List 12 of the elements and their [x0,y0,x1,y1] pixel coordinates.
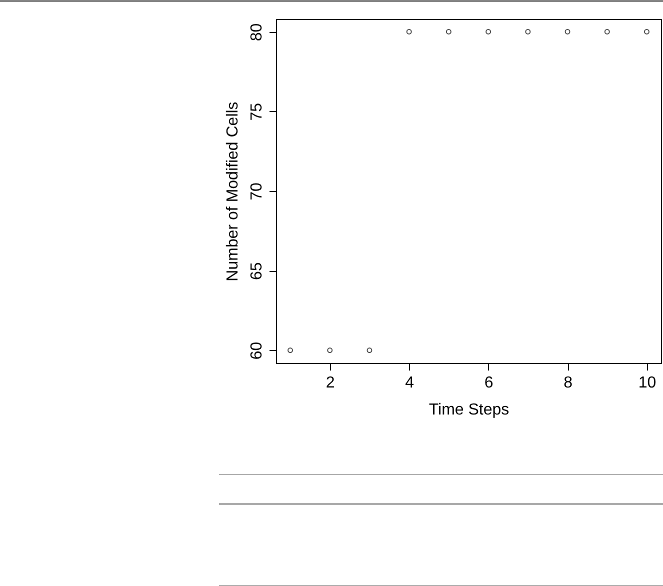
x-tick-label: 2 [326,374,335,392]
y-tick-label: 75 [248,102,266,121]
y-tick-label: 65 [248,262,266,280]
x-tick-label: 6 [484,374,494,392]
x-tick-label: 8 [564,374,573,392]
x-tick-label: 4 [405,374,414,392]
y-tick-label: 70 [248,182,266,200]
y-axis-title: Number of Modified Cells [224,102,242,282]
y-tick-label: 80 [248,23,266,42]
y-tick-label: 60 [248,342,266,360]
x-axis-title: Time Steps [428,402,510,418]
x-tick-label: 10 [638,374,656,392]
